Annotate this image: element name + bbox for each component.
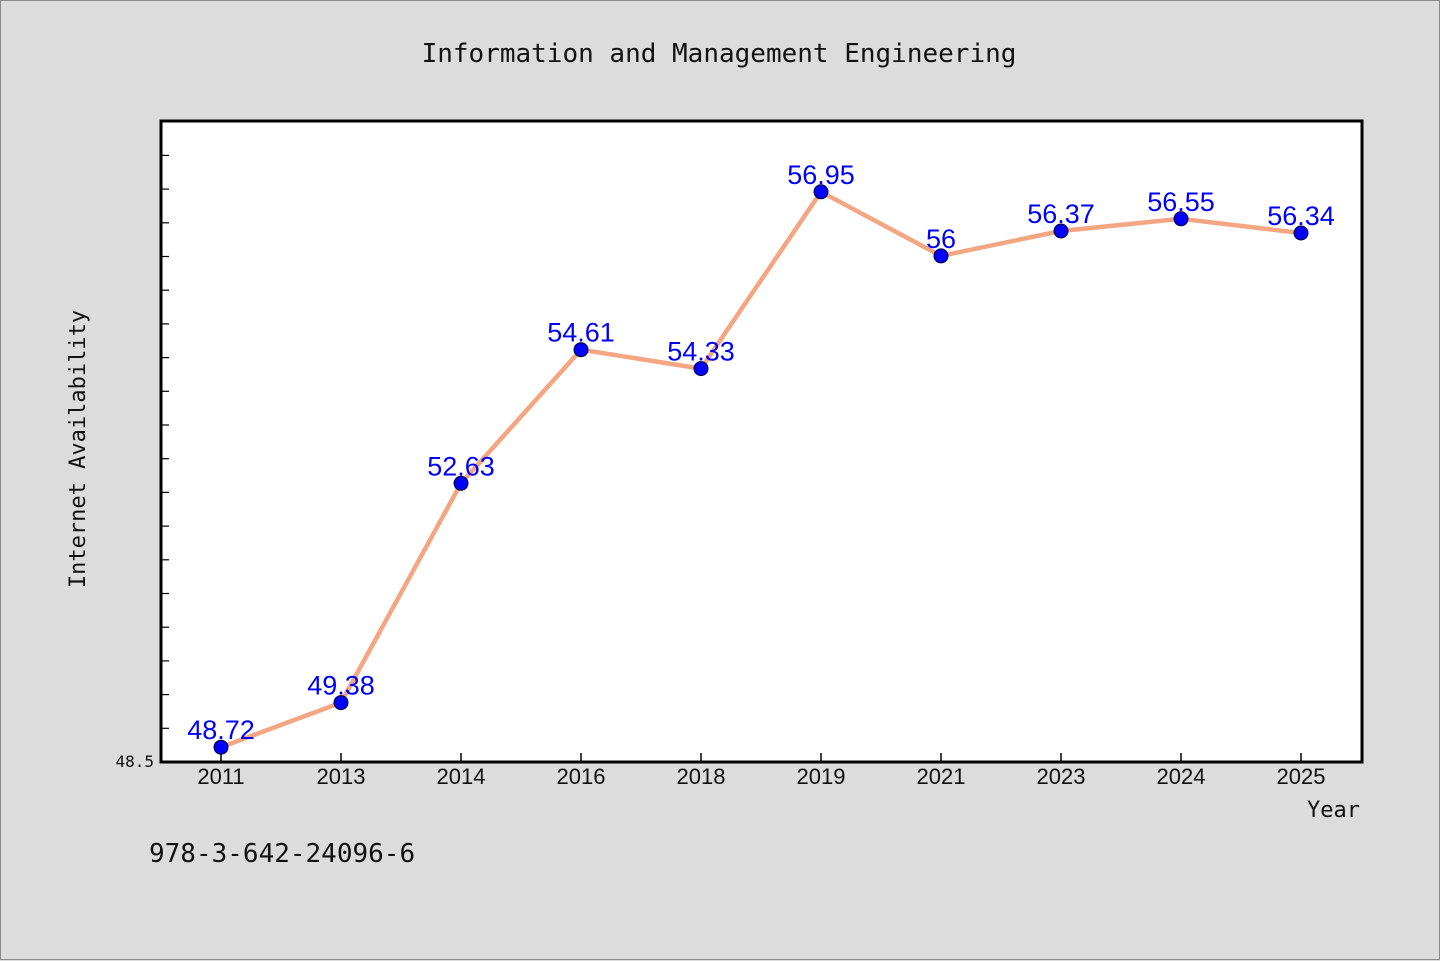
x-tick-label: 2023 [1037, 764, 1086, 789]
x-tick-labels: 2011 2013 2014 2016 2018 2019 2021 2023 2024 2025 [197, 764, 1325, 789]
data-point [693, 361, 709, 377]
data-point [573, 342, 589, 358]
data-label: 49.38 [307, 671, 375, 701]
data-label: 56 [926, 224, 956, 254]
x-tick-label: 2016 [557, 764, 606, 789]
x-tick-label: 2011 [197, 764, 244, 789]
data-labels: 48.72 49.38 52.63 54.61 54.33 56.95 56 56.37 56.… [187, 160, 1335, 745]
data-label: 56.95 [787, 160, 855, 190]
data-point [453, 475, 469, 491]
data-point [1293, 225, 1309, 241]
data-markers [213, 184, 1309, 755]
x-tick-label: 2021 [917, 764, 966, 789]
series-line-group [218, 189, 1304, 750]
x-tick-label: 2013 [317, 764, 366, 789]
data-label: 52.63 [427, 451, 495, 481]
data-point [813, 184, 829, 200]
series-line [218, 189, 1304, 750]
data-label: 54.33 [667, 337, 735, 367]
data-label: 48.72 [187, 715, 255, 745]
footer-isbn: 978-3-642-24096-6 [149, 839, 415, 869]
data-label: 56.37 [1027, 199, 1095, 229]
data-point [1173, 211, 1189, 227]
x-tick-label: 2024 [1157, 764, 1206, 789]
data-point [333, 695, 349, 711]
plot-area [159, 119, 1364, 764]
data-label: 54.61 [547, 318, 615, 348]
y-tick-label: 48.5 [115, 752, 154, 771]
x-tick-label: 2019 [797, 764, 846, 789]
chart-title: Information and Management Engineering [422, 39, 1017, 69]
data-point [1053, 223, 1069, 239]
data-point [213, 739, 229, 755]
x-axis-label: Year [1307, 798, 1360, 823]
x-tick-label: 2025 [1277, 764, 1326, 789]
x-tick-label: 2014 [437, 764, 486, 789]
data-label: 56.34 [1267, 201, 1335, 231]
x-tick-label: 2018 [677, 764, 726, 789]
data-label: 56.55 [1147, 187, 1215, 217]
y-axis-label: Internet Availability [66, 310, 91, 588]
data-point [933, 248, 949, 264]
y-axis-ticks [161, 154, 169, 729]
